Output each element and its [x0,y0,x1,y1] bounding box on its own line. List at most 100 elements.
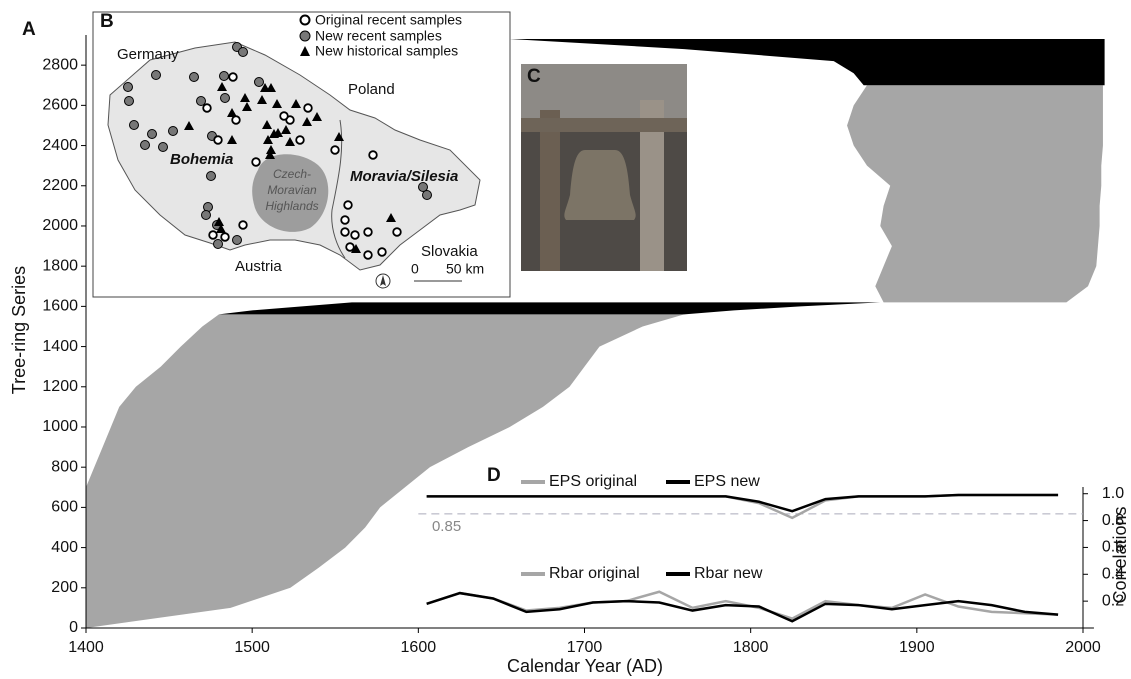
sample-marker [184,121,194,130]
sample-marker [377,247,387,257]
region-label: Moravia/Silesia [350,168,458,185]
sample-marker [196,96,206,106]
sample-marker [363,227,373,237]
sample-marker [266,145,276,154]
sample-marker [266,83,276,92]
sample-marker [213,239,223,249]
sample-marker [340,215,350,225]
y2-axis-label: Correlations [1110,506,1130,603]
legend-label: EPS original [549,473,637,490]
y-tick-label: 2600 [42,97,78,114]
sample-marker [265,150,275,159]
panel-label: C [527,66,541,87]
y-tick-label: 600 [51,499,78,516]
sample-marker [281,125,291,134]
sample-marker [386,213,396,222]
y-tick-label: 400 [51,539,78,556]
sample-marker [168,126,178,136]
sample-marker [334,132,344,141]
panel-label: A [22,19,36,40]
y-tick-label: 2400 [42,137,78,154]
sample-marker [227,108,237,117]
sample-marker [189,72,199,82]
sample-marker [201,210,211,220]
sample-marker [242,102,252,111]
sample-marker [273,128,283,137]
sample-marker [343,200,353,210]
sample-marker [217,82,227,91]
highlands-label: Highlands [265,199,318,213]
photo-panel: C [521,64,687,271]
sample-marker [216,224,226,233]
photo-beam [521,118,687,132]
sample-marker [340,227,350,237]
y-tick-label: 1400 [42,338,78,355]
sample-marker [285,137,295,146]
sample-marker [251,157,261,167]
sample-marker [238,47,248,57]
panel-label: D [487,465,501,486]
legend-label: New recent samples [315,28,442,44]
map-label: Austria [235,258,282,275]
region-border [331,119,346,259]
sample-marker [350,230,360,240]
legend-label: New historical samples [315,43,458,59]
photo-bell [564,150,636,220]
sample-marker [147,129,157,139]
y-tick-label: 1800 [42,257,78,274]
y-tick-label: 0 [69,619,78,636]
y-tick-label: 1600 [42,298,78,315]
sample-marker [227,135,237,144]
sample-marker [208,230,218,240]
sample-marker [220,93,230,103]
legend-label: EPS new [694,473,760,490]
x-tick-label: 2000 [1065,639,1101,656]
y-tick-label: 1000 [42,418,78,435]
sample-marker [240,93,250,102]
sample-marker [262,120,272,129]
y2-tick-label: 0.6 [1102,539,1124,556]
sample-marker [302,117,312,126]
sample-marker [272,99,282,108]
sample-marker [291,99,301,108]
sample-marker [123,82,133,92]
x-tick-label: 1900 [899,639,935,656]
threshold-label: 0.85 [432,518,461,535]
sample-marker [129,120,139,130]
y-tick-label: 2200 [42,177,78,194]
series-block [218,302,881,315]
legend-marker [300,46,310,56]
map-label: Germany [117,46,179,63]
sample-marker [312,112,322,121]
y2-tick-label: 0.2 [1102,592,1124,609]
scale-label: 0 [411,261,419,277]
y-tick-label: 200 [51,579,78,596]
y-tick-label: 800 [51,458,78,475]
legend-marker [299,14,311,26]
sample-marker [158,142,168,152]
sample-marker [351,244,361,253]
map-label: Slovakia [421,243,478,260]
x-tick-label: 1700 [567,639,603,656]
sample-marker [228,72,238,82]
sample-marker [363,250,373,260]
sample-marker [263,135,273,144]
series-block [509,39,1105,86]
y2-tick-label: 0.8 [1102,512,1124,529]
legend-marker [299,30,311,42]
series-block [847,85,1103,303]
highlands-label: Czech- [273,167,311,181]
photo-beam [540,110,560,271]
y-tick-label: 2800 [42,56,78,73]
x-axis-label: Calendar Year (AD) [507,656,663,676]
sample-marker [345,242,355,252]
sample-marker [206,171,216,181]
highlands [252,154,329,232]
y-axis-label: Tree-ring Series [9,266,29,394]
sample-marker [295,135,305,145]
sample-marker [213,135,223,145]
panel-label: B [100,11,114,32]
sample-marker [238,220,248,230]
y2-tick-label: 0.4 [1102,566,1124,583]
sample-marker [257,95,267,104]
